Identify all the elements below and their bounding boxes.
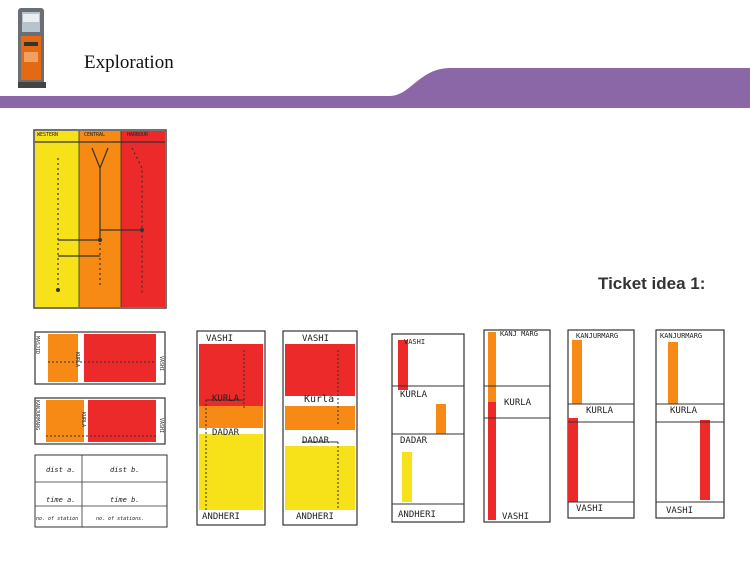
vticket-a-label-1: VASHI [206, 334, 234, 344]
vticket-a-label-3: DADAR [212, 428, 240, 438]
ticket2-right-label: VASHI [158, 418, 164, 434]
map-column-label-central: CENTRAL [84, 132, 106, 138]
line-map-sketch [33, 129, 167, 309]
dist-b-label: dist b. [110, 466, 140, 474]
slim-ticket-2 [483, 329, 551, 523]
slim4-label-2: KURLA [670, 406, 698, 416]
vticket-b-label-3: DADAR [302, 436, 330, 446]
slim3-label-1: KANJURMARG [576, 332, 619, 340]
horizontal-ticket-2 [34, 397, 166, 445]
time-b-label: time b. [110, 496, 140, 504]
vticket-b-label-1: VASHI [302, 334, 330, 344]
slim2-label-1: KANJ MARG [500, 330, 538, 338]
slim1-label-2: KURLA [400, 390, 428, 400]
horizontal-ticket-1 [34, 331, 166, 385]
slim2-label-3: VASHI [502, 512, 530, 522]
time-a-label: time a. [46, 496, 76, 504]
slim3-label-3: VASHI [576, 504, 604, 514]
ticket1-middle-label: KURLA [74, 352, 80, 368]
stations-a-label: no. of station [36, 516, 79, 522]
header-band [0, 68, 750, 108]
slim4-label-3: VASHI [666, 506, 694, 516]
slim1-label-4: ANDHERI [398, 510, 436, 520]
slim-ticket-4 [655, 329, 725, 519]
slim-ticket-1 [391, 333, 465, 523]
slim1-label-1: VASHI [404, 338, 426, 346]
vertical-ticket-b [282, 330, 358, 526]
slim-ticket-3 [567, 329, 635, 519]
ticket-kiosk-logo [18, 8, 46, 88]
slim2-label-2: KURLA [504, 398, 532, 408]
ticket2-middle-label: KURLA [80, 412, 86, 428]
dist-a-label: dist a. [46, 466, 76, 474]
map-column-label-harbour: HARBOUR [127, 132, 149, 138]
vticket-b-label-4: ANDHERI [296, 512, 334, 522]
slim4-label-1: KANJURMARG [660, 332, 703, 340]
ticket1-right-label: VASHI [158, 356, 164, 372]
slim3-label-2: KURLA [586, 406, 614, 416]
stations-b-label: no. of stations. [96, 516, 145, 522]
map-column-label-western: WESTERN [37, 132, 59, 138]
ticket-info-table [34, 454, 168, 528]
vticket-a-label-4: ANDHERI [202, 512, 240, 522]
ticket2-left-label: KANJURMARG [34, 400, 40, 431]
slim1-label-3: DADAR [400, 436, 428, 446]
page-title: Exploration [84, 52, 174, 73]
ticket1-left-label: MASJID [34, 336, 40, 355]
vertical-ticket-a [196, 330, 266, 526]
vticket-a-label-2: KURLA [212, 394, 240, 404]
vticket-b-label-2: Kurla [304, 394, 335, 405]
ticket-idea-caption: Ticket idea 1: [598, 274, 706, 293]
